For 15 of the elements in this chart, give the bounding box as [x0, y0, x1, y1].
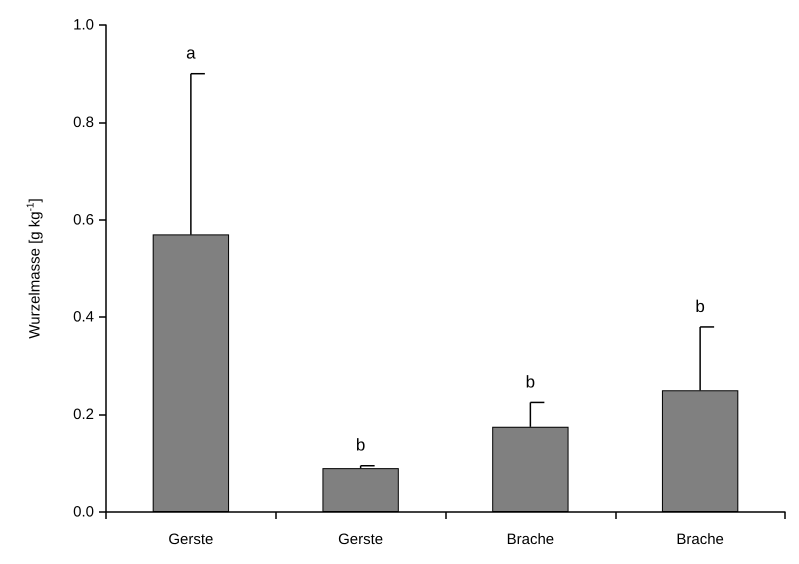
annotation: b — [356, 436, 366, 455]
x-tick-label: Gerste — [168, 531, 214, 548]
y-tick-label: 1.0 — [73, 16, 94, 34]
annotation: a — [186, 44, 196, 63]
y-axis-title: Wurzelmasse [g kg-1] — [26, 198, 44, 339]
y-tick-label: 0.2 — [73, 406, 94, 424]
y-tick-label: 0.8 — [73, 114, 94, 131]
annotation: b — [526, 372, 536, 392]
y-tick-label: 0.0 — [73, 504, 94, 520]
x-tick-label: Brache — [506, 531, 554, 548]
x-tick-label: Brache — [676, 531, 724, 548]
y-tick-label: 0.6 — [73, 211, 94, 228]
annotation: b — [695, 296, 705, 316]
y-tick-label: 0.4 — [73, 308, 94, 326]
x-tick-label: Gerste — [338, 531, 384, 548]
